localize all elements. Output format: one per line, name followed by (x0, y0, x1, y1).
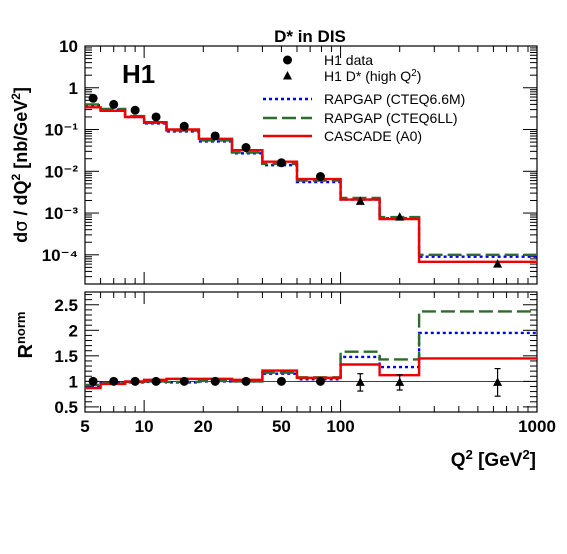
y-tick-label: 10 (59, 37, 78, 56)
data-point-triangle (355, 377, 365, 386)
y-tick-label: 1 (69, 79, 78, 98)
data-point (179, 376, 189, 386)
data-point (109, 99, 119, 109)
legend-marker (283, 55, 292, 65)
data-point (130, 376, 140, 386)
y-tick-label: 10⁻³ (44, 204, 78, 223)
chart-title: D* in DIS (274, 27, 346, 46)
top-x-axis-ticks (84, 46, 538, 284)
y-tick-label: 0.5 (54, 398, 78, 417)
top-panel-frame (84, 45, 538, 285)
x-tick-label: 20 (194, 417, 213, 436)
data-point (109, 376, 119, 386)
top-y-axis-label: dσ / dQ2 [nb/GeV2] (9, 87, 32, 243)
y-tick-label: 2 (69, 321, 78, 340)
y-tick-label: 10⁻¹ (44, 121, 78, 140)
bottom-panel: 0.5 1 1.5 2 2.5 5 10 20 50 100 1000 Rnorm (13, 291, 556, 436)
data-point (151, 376, 161, 386)
series-cascade-a0 (85, 106, 537, 263)
x-tick-label: 50 (272, 417, 291, 436)
data-point (276, 376, 286, 386)
top-series-group (85, 93, 537, 268)
data-point (130, 105, 140, 115)
legend-label: RAPGAP (CTEQ6LL) (324, 110, 458, 126)
legend-label: CASCADE (A0) (324, 128, 422, 144)
series-cascade-a0 (85, 357, 537, 390)
data-point (179, 121, 189, 131)
data-point (88, 93, 98, 103)
data-point (241, 376, 251, 386)
x-tick-label: 1000 (518, 417, 556, 436)
y-tick-label: 10⁻² (44, 162, 78, 181)
data-point (276, 158, 286, 168)
y-tick-label: 1 (69, 372, 78, 391)
data-point (210, 131, 220, 141)
bottom-y-axis-label: Rnorm (13, 312, 38, 359)
data-point-triangle (395, 377, 405, 386)
x-tick-label: 10 (135, 417, 154, 436)
legend-label: RAPGAP (CTEQ6.6M) (324, 91, 465, 107)
x-tick-label: 100 (326, 417, 354, 436)
top-y-axis: 10 1 10⁻¹ 10⁻² 10⁻³ 10⁻⁴ (42, 37, 537, 285)
bottom-panel-frame (84, 291, 538, 413)
bottom-series-group (85, 310, 537, 397)
data-point (315, 172, 325, 182)
data-point-triangle (493, 259, 503, 268)
x-axis-label: Q2 [GeV2] (451, 447, 536, 472)
y-tick-label: 1.5 (54, 347, 78, 366)
legend-marker (283, 71, 292, 80)
data-point (88, 376, 98, 386)
data-point-triangle (355, 196, 365, 205)
data-point-triangle (493, 377, 503, 386)
y-tick-label: 2.5 (54, 296, 78, 315)
x-axis: 5 10 20 50 100 1000 (80, 292, 556, 436)
x-tick-label: 5 (80, 417, 89, 436)
y-tick-label: 10⁻⁴ (42, 246, 78, 265)
data-point (315, 376, 325, 386)
data-point (210, 376, 220, 386)
experiment-label: H1 (122, 59, 155, 89)
data-point-triangle (395, 212, 405, 221)
data-point (151, 112, 161, 122)
legend-label: H1 data (324, 52, 373, 68)
data-point (241, 143, 251, 153)
legend-label: H1 D* (high Q2) (324, 68, 421, 85)
